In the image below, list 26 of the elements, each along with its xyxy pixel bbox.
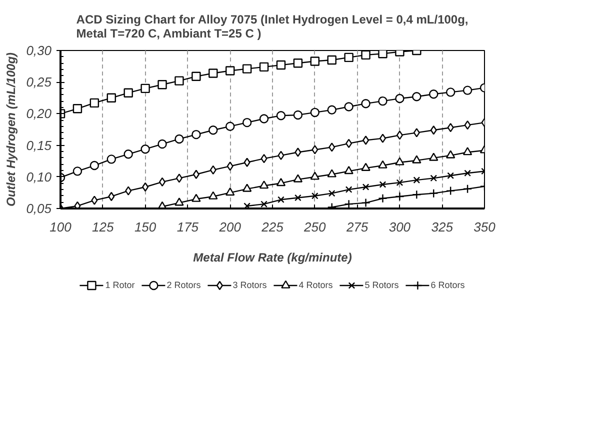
y-tick-label: 0,05 — [26, 201, 52, 216]
chart-title: ACD Sizing Chart for Alloy 7075 (Inlet Hydrogen Level = 0,4 mL/100g, Metal T=720 C, Ambiant T=25 C ) — [76, 12, 468, 40]
y-tick-label: 0,15 — [26, 138, 52, 153]
legend-label: 1 Rotor — [105, 280, 135, 290]
x-tick-label: 275 — [345, 220, 369, 234]
x-tick-label: 200 — [218, 220, 242, 234]
y-tick-label: 0,10 — [26, 169, 52, 184]
x-tick-label: 225 — [260, 220, 284, 234]
y-tick-label: 0,30 — [26, 43, 52, 58]
x-axis-title: Metal Flow Rate (kg/minute) — [193, 250, 352, 264]
x-tick-label: 250 — [303, 220, 327, 234]
y-axis-title: Outlet Hydrogen (mL/100g) — [4, 52, 18, 207]
x-tick-label: 100 — [50, 220, 72, 234]
y-tick-label: 0,20 — [26, 106, 52, 122]
x-tick-label: 300 — [388, 220, 412, 234]
x-tick-label: 350 — [474, 220, 496, 234]
x-tick-label: 150 — [134, 220, 157, 234]
x-tick-label: 175 — [176, 220, 200, 234]
legend-label: 4 Rotors — [298, 280, 333, 290]
legend-label: 3 Rotors — [232, 280, 267, 290]
x-tick-label: 125 — [92, 220, 115, 234]
legend-label: 6 Rotors — [430, 280, 465, 290]
y-tick-label: 0,25 — [26, 74, 52, 90]
x-tick-label: 325 — [431, 220, 454, 234]
legend-label: 2 Rotors — [166, 280, 201, 290]
legend-label: 5 Rotors — [364, 280, 399, 290]
